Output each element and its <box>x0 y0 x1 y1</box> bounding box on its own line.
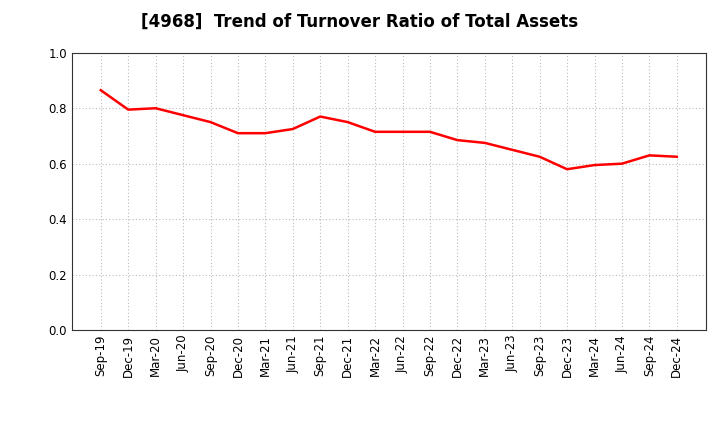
Text: [4968]  Trend of Turnover Ratio of Total Assets: [4968] Trend of Turnover Ratio of Total … <box>141 13 579 31</box>
